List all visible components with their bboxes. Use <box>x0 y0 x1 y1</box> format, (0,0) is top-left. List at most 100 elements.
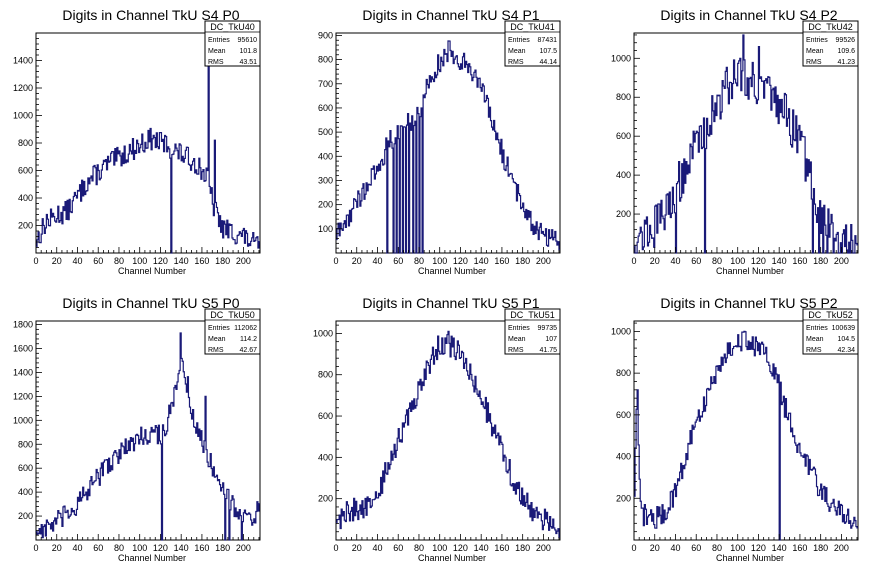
y-tick-label: 1000 <box>611 326 631 336</box>
x-tick-label: 20 <box>52 543 62 553</box>
x-tick-label: 80 <box>414 543 424 553</box>
x-tick-label: 180 <box>813 256 828 266</box>
histogram-panel: Digits in Channel TkU S5 P0 0 20 40 60 80 100 1… <box>13 295 261 563</box>
stats-value: 87431 <box>538 37 558 44</box>
stats-box-name: DC_TkU52 <box>808 310 853 320</box>
x-tick-label: 120 <box>751 543 766 553</box>
y-tick-label: 300 <box>318 175 333 185</box>
x-tick-label: 40 <box>72 256 82 266</box>
stats-value: 95610 <box>238 37 258 44</box>
x-tick-label: 20 <box>52 256 62 266</box>
histogram-line <box>336 40 560 254</box>
x-tick-label: 20 <box>352 543 362 553</box>
y-tick-label: 200 <box>616 209 631 219</box>
x-tick-label: 100 <box>730 256 745 266</box>
y-tick-label: 400 <box>18 193 33 203</box>
plot-frame <box>335 320 561 541</box>
histogram-line <box>634 34 858 254</box>
stats-label: Entries <box>508 37 530 44</box>
histogram-line <box>36 44 260 254</box>
y-tick-label: 200 <box>616 493 631 503</box>
stats-label: Mean <box>208 336 226 343</box>
y-tick-label: 800 <box>616 92 631 102</box>
x-tick-label: 140 <box>174 256 189 266</box>
x-tick-label: 80 <box>114 256 124 266</box>
stats-label: Entries <box>208 37 230 44</box>
y-tick-label: 200 <box>18 511 33 521</box>
x-tick-label: 40 <box>670 256 680 266</box>
stats-box-name: DC_TkU51 <box>510 310 555 320</box>
x-tick-label: 120 <box>453 543 468 553</box>
y-tick-label: 1800 <box>13 320 33 330</box>
plot-frame <box>633 32 859 254</box>
plot-frame <box>633 320 859 541</box>
y-tick-label: 800 <box>318 370 333 380</box>
x-tick-label: 60 <box>691 256 701 266</box>
y-tick-label: 200 <box>318 200 333 210</box>
x-tick-label: 100 <box>432 256 447 266</box>
stats-label: RMS <box>208 347 224 354</box>
histogram-panel: Digits in Channel TkU S5 P1 0 20 40 60 80 100 1… <box>313 295 561 563</box>
x-tick-label: 200 <box>834 543 849 553</box>
y-tick-label: 900 <box>318 30 333 40</box>
stats-box: DC_TkU41 Entries 87431 Mean 107.5 RMS 44.14 <box>504 20 561 67</box>
x-axis-label: Channel Number <box>118 266 186 276</box>
y-tick-label: 100 <box>318 224 333 234</box>
stats-label: RMS <box>208 59 224 66</box>
histogram-line <box>36 332 260 541</box>
stats-label: Mean <box>208 48 226 55</box>
y-tick-label: 200 <box>18 221 33 231</box>
chart-title: Digits in Channel TkU S4 P2 <box>660 7 837 23</box>
x-tick-label: 160 <box>494 543 509 553</box>
stats-label: Mean <box>508 48 526 55</box>
histogram-panel: Digits in Channel TkU S4 P0 0 20 40 60 80 100 1… <box>13 7 261 276</box>
y-tick-label: 600 <box>616 410 631 420</box>
x-tick-label: 40 <box>670 543 680 553</box>
stats-box-frame <box>802 20 859 67</box>
stats-label: Mean <box>508 336 526 343</box>
stats-value: 99526 <box>836 37 856 44</box>
y-tick-label: 1200 <box>13 83 33 93</box>
stats-box: DC_TkU51 Entries 99735 Mean 107 RMS 41.75 <box>504 308 561 355</box>
x-tick-label: 140 <box>772 543 787 553</box>
chart-title: Digits in Channel TkU S4 P1 <box>362 7 539 23</box>
x-tick-label: 120 <box>751 256 766 266</box>
stats-value: 41.75 <box>539 347 557 354</box>
chart-title: Digits in Channel TkU S4 P0 <box>62 7 239 23</box>
plot-frame <box>335 32 561 254</box>
x-tick-label: 80 <box>414 256 424 266</box>
x-axis-label: Channel Number <box>118 553 186 563</box>
chart-title: Digits in Channel TkU S5 P0 <box>62 295 239 311</box>
x-tick-label: 160 <box>494 256 509 266</box>
y-tick-label: 600 <box>18 463 33 473</box>
y-tick-label: 700 <box>318 79 333 89</box>
stats-value: 100639 <box>832 325 855 332</box>
x-tick-label: 80 <box>712 256 722 266</box>
stats-value: 107.5 <box>539 48 557 55</box>
x-tick-label: 0 <box>33 256 38 266</box>
y-tick-label: 400 <box>318 452 333 462</box>
stats-label: Mean <box>806 48 824 55</box>
x-tick-label: 140 <box>474 543 489 553</box>
y-tick-label: 400 <box>616 452 631 462</box>
stats-box-frame <box>504 20 561 67</box>
stats-box-frame <box>504 308 561 355</box>
y-tick-label: 1000 <box>611 53 631 63</box>
y-tick-label: 400 <box>18 487 33 497</box>
x-tick-label: 160 <box>194 543 209 553</box>
stats-label: RMS <box>508 347 524 354</box>
x-tick-label: 0 <box>333 256 338 266</box>
stats-value: 42.67 <box>239 347 257 354</box>
stats-value: 99735 <box>538 325 558 332</box>
stats-value: 114.2 <box>240 336 257 343</box>
y-tick-label: 600 <box>318 103 333 113</box>
stats-label: RMS <box>508 59 524 66</box>
stats-box-name: DC_TkU50 <box>210 310 255 320</box>
x-tick-label: 120 <box>153 256 168 266</box>
x-tick-label: 60 <box>93 543 103 553</box>
x-tick-label: 160 <box>792 256 807 266</box>
x-tick-label: 0 <box>333 543 338 553</box>
stats-box: DC_TkU52 Entries 100639 Mean 104.5 RMS 42.34 <box>802 308 859 355</box>
stats-label: Entries <box>508 325 530 332</box>
